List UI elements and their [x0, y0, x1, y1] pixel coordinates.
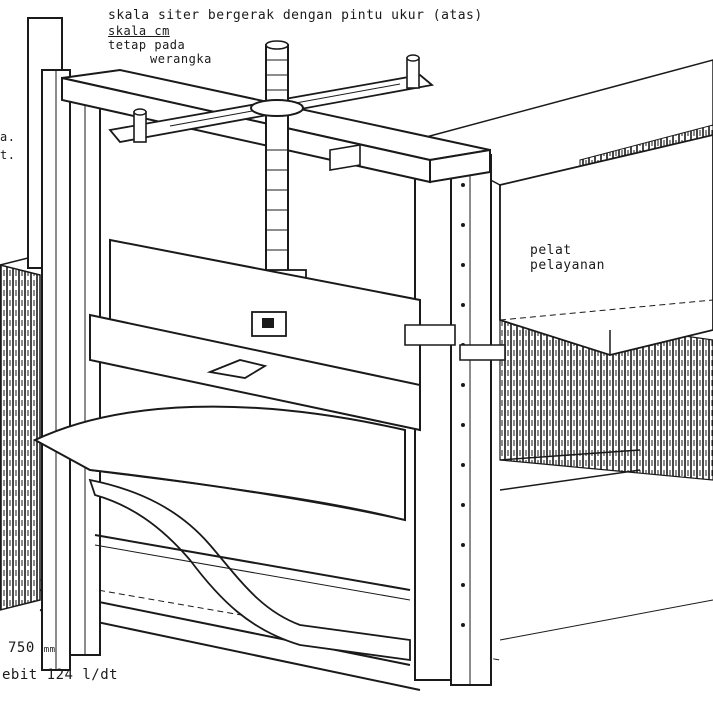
lower-flow-profile	[88, 478, 411, 662]
fixed-scale-label-1: skala cm	[108, 24, 170, 38]
width-value: 750	[8, 640, 35, 656]
plate-label-2: pelayanan	[530, 258, 605, 273]
fixed-scale-label-3: werangka	[150, 52, 212, 66]
service-platform	[499, 134, 713, 356]
left-channel-wall	[0, 254, 41, 611]
fixed-scale-label-2: tetap pada	[108, 38, 186, 52]
side-bracket	[329, 144, 506, 361]
plate-label-1: pelat	[530, 243, 572, 258]
top-scale-label: skala siter bergerak dengan pintu ukur (…	[108, 8, 483, 23]
width-unit: mm	[43, 645, 56, 655]
right-frame-post	[414, 149, 492, 686]
width-value-label: 750 mm	[8, 640, 56, 656]
upper-gate-panel	[89, 238, 421, 432]
discharge-label: ebit 124 l/dt	[2, 667, 119, 683]
left-edge-marks: a. t.	[0, 130, 16, 162]
curved-crest	[32, 405, 406, 522]
spindle	[245, 40, 307, 296]
left-frame-post	[27, 17, 101, 671]
